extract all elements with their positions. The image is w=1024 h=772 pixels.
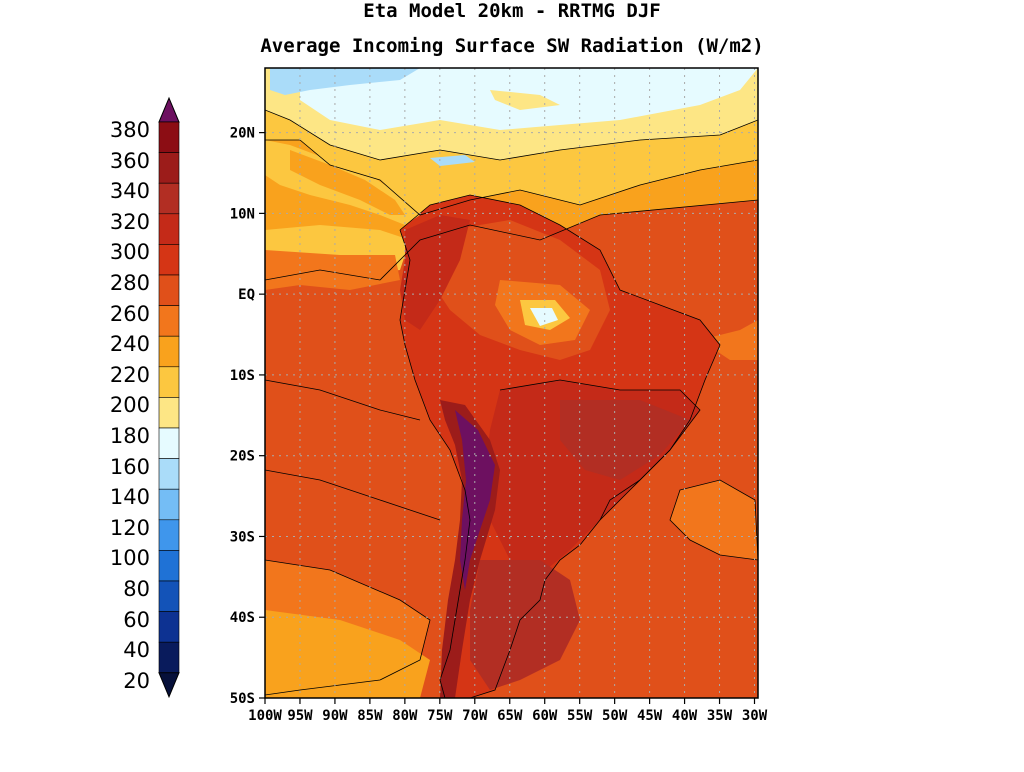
lon-label: 95W: [287, 708, 313, 724]
colorbar-boxes: [158, 96, 180, 699]
colorbar-label: 340: [109, 179, 150, 204]
lon-label: 35W: [707, 708, 733, 724]
south-atlantic-240: [670, 480, 758, 560]
lon-label: 45W: [637, 708, 663, 724]
pacific-band-240: [265, 250, 400, 290]
colorbar-label: 360: [109, 148, 150, 173]
lon-label: 65W: [497, 708, 523, 724]
lat-label: 40S: [230, 610, 255, 626]
colorbar-label: 160: [109, 454, 150, 479]
lat-label: 10S: [230, 368, 255, 384]
lon-label: 50W: [602, 708, 628, 724]
island-cuba: [490, 90, 560, 110]
colorbar-label: 40: [123, 638, 150, 663]
lat-label: 50S: [230, 691, 255, 707]
colorbar-label: 140: [109, 485, 150, 510]
lat-label: 20S: [230, 449, 255, 465]
colorbar-label: 20: [123, 668, 150, 693]
graticule: [265, 68, 758, 698]
title-line-2: Average Incoming Surface SW Radiation (W…: [260, 35, 764, 57]
colorbar-label: 180: [109, 424, 150, 448]
colorbar: 380 360 340 320 300 280 260 240 220 200 180 160 140 1…: [0, 0, 200, 768]
colorbar-label: 100: [109, 546, 150, 571]
colorbar-label: 320: [109, 209, 150, 234]
lon-label: 60W: [532, 708, 558, 724]
lon-ticks: 100W 95W 90W 85W 80W 75W 70W 65W 60W 55W 50W 45W 40W…: [248, 698, 768, 724]
lon-label: 75W: [427, 708, 453, 724]
colorbar-label: 260: [109, 301, 150, 326]
central-320: [560, 400, 690, 480]
colorbar-label: 120: [109, 515, 150, 540]
lon-label: 40W: [672, 708, 698, 724]
colorbar-label: 60: [123, 607, 150, 632]
map-frame: [264, 67, 759, 699]
colorbar-label: 80: [123, 577, 150, 601]
lat-label: 20N: [230, 126, 255, 142]
lat-label: EQ: [238, 287, 255, 303]
lon-label: 70W: [462, 708, 488, 724]
patagonia-320: [470, 560, 580, 690]
east-atlantic-240: [700, 320, 758, 360]
contours: [265, 109, 758, 698]
lon-label: 90W: [322, 708, 348, 724]
colorbar-label: 220: [109, 362, 150, 387]
lat-ticks: 20N 10N EQ 10S 20S 30S 40S 50S: [230, 126, 265, 707]
lat-label: 30S: [230, 529, 255, 545]
lon-label: 30W: [742, 708, 768, 724]
band-140: [270, 68, 420, 95]
lat-label: 10N: [230, 206, 255, 222]
colorbar-label: 280: [109, 271, 150, 295]
amazon-160: [530, 308, 558, 326]
colorbar-label: 240: [109, 332, 150, 357]
map-field: [265, 68, 758, 698]
title-line-1: Eta Model 20km - RRTMG DJF: [363, 0, 661, 22]
lon-label: 80W: [392, 708, 418, 724]
andes-380: [455, 410, 495, 590]
lon-label: 100W: [248, 708, 282, 724]
colorbar-label: 380: [109, 118, 150, 142]
north-andes-300: [400, 215, 470, 330]
island-hispaniola: [430, 155, 475, 166]
colorbar-bottom-arrow: [158, 672, 180, 699]
lon-label: 85W: [357, 708, 383, 724]
colorbar-label: 200: [109, 393, 150, 418]
colorbar-label: 300: [109, 240, 150, 265]
lon-label: 55W: [567, 708, 593, 724]
central-america-220: [290, 150, 405, 215]
